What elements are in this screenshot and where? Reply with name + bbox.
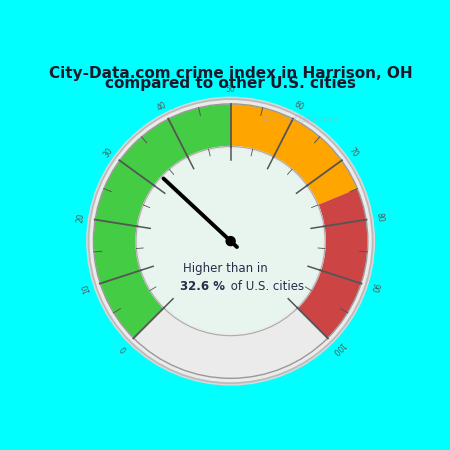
Text: City-Data.com crime index in Harrison, OH: City-Data.com crime index in Harrison, O…: [49, 66, 413, 81]
Text: © City-Data.com: © City-Data.com: [262, 115, 338, 124]
Text: 10: 10: [81, 282, 92, 294]
Wedge shape: [230, 104, 357, 205]
Text: 90: 90: [369, 282, 380, 294]
Text: compared to other U.S. cities: compared to other U.S. cities: [105, 76, 356, 91]
Text: 20: 20: [76, 212, 86, 223]
Circle shape: [87, 97, 374, 385]
Circle shape: [139, 149, 323, 333]
Circle shape: [226, 237, 235, 246]
Circle shape: [90, 101, 371, 382]
Text: Higher than in: Higher than in: [183, 262, 268, 275]
Text: 32.6 %: 32.6 %: [180, 279, 225, 292]
Text: 30: 30: [102, 145, 115, 159]
Text: of U.S. cities: of U.S. cities: [227, 279, 304, 292]
Text: 100: 100: [329, 340, 346, 356]
Text: 40: 40: [156, 100, 168, 112]
Wedge shape: [298, 189, 368, 338]
Wedge shape: [94, 104, 230, 338]
Text: 50: 50: [226, 85, 235, 94]
Text: 60: 60: [293, 100, 306, 112]
Text: 0: 0: [119, 343, 128, 353]
Text: 80: 80: [375, 212, 385, 223]
Text: 70: 70: [346, 145, 360, 159]
